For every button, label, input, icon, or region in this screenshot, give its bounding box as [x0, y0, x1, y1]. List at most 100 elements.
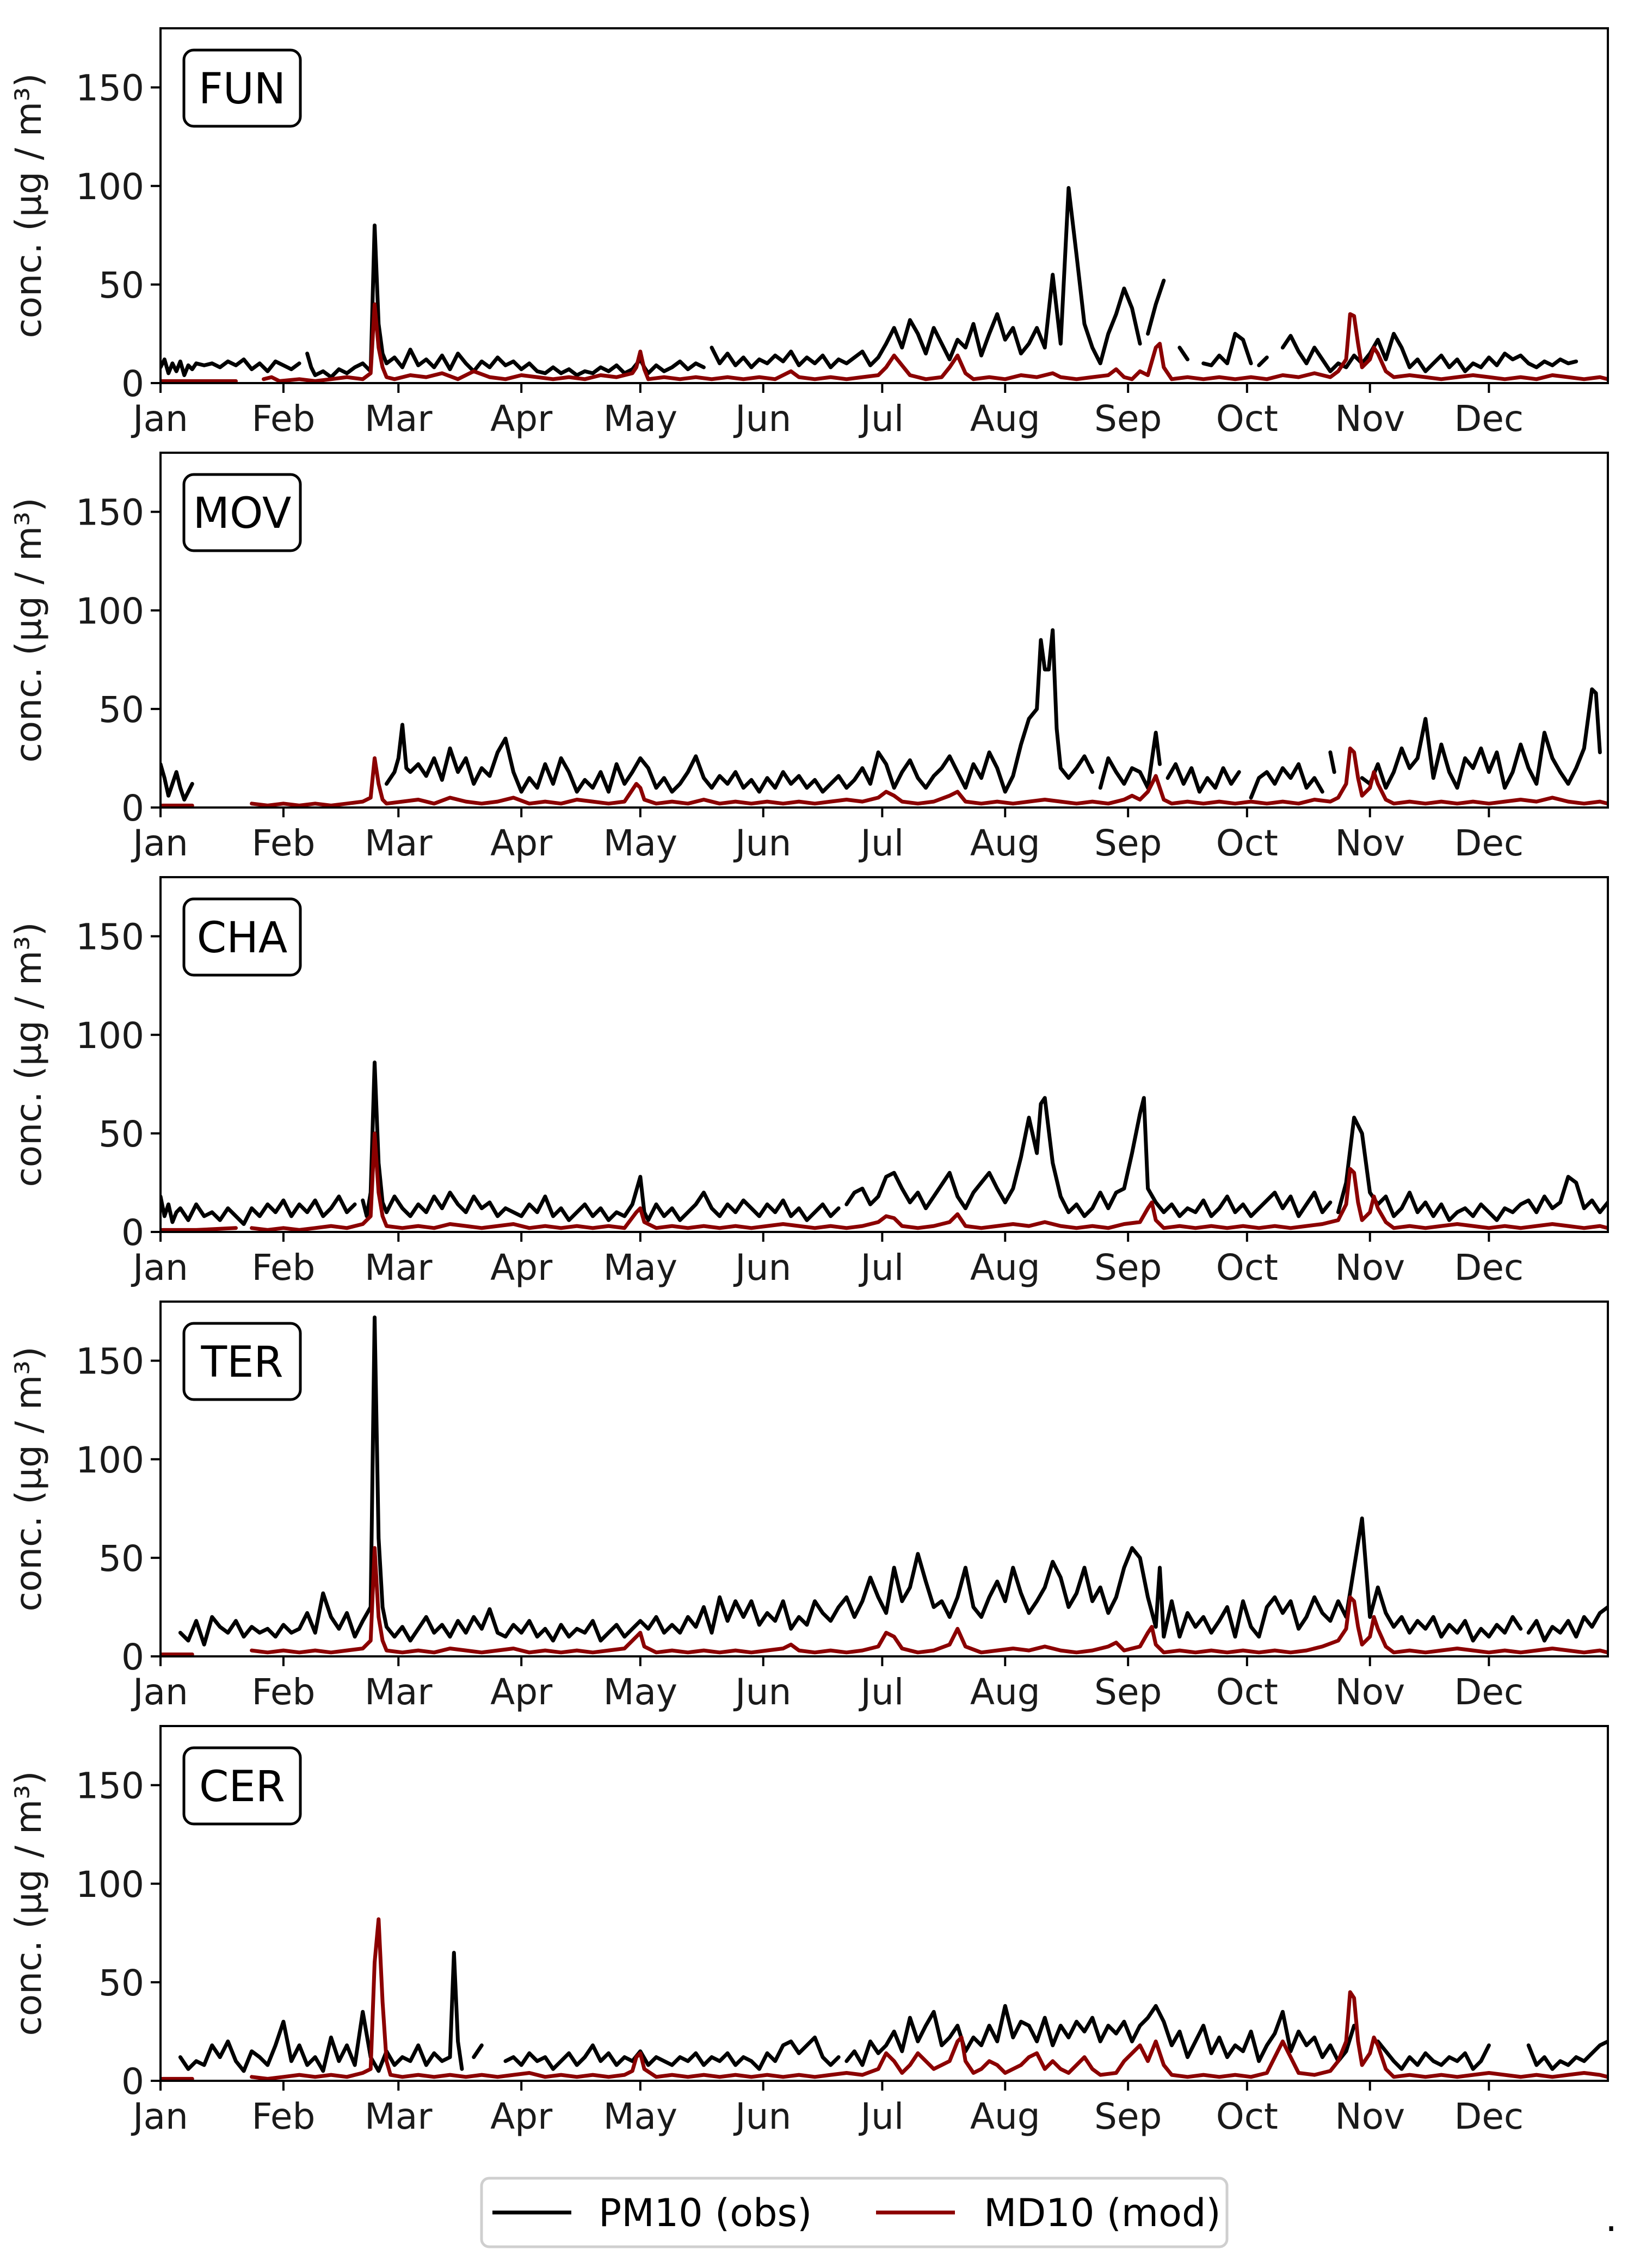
- x-tick-label: Nov: [1335, 1247, 1405, 1289]
- panel-cha: 0 50 100 150 conc. (µg / m³) Jan Feb Mar Apr May J…: [8, 876, 1609, 1289]
- footer-mark: .: [1605, 2196, 1617, 2240]
- y-tick-label: 150: [76, 67, 144, 109]
- x-tick-label: Jun: [733, 1247, 791, 1289]
- x-tick-label: Jan: [131, 1247, 188, 1289]
- series-line-mod: [161, 302, 1608, 383]
- x-tick-label: Jun: [733, 1671, 791, 1713]
- x-tick-label: Mar: [365, 1247, 433, 1289]
- x-tick-label: Apr: [490, 2096, 553, 2137]
- site-label: CER: [199, 1762, 285, 1811]
- legend-frame: [480, 2177, 1229, 2248]
- series-group: [161, 1917, 1608, 2081]
- y-tick-label: 0: [121, 787, 144, 829]
- x-tick-label: Feb: [251, 1247, 315, 1289]
- x-tick-label: Oct: [1216, 398, 1278, 440]
- y-tick-label: 0: [121, 1212, 144, 1254]
- plot-frame: [159, 1725, 1609, 2082]
- series-line-mod: [161, 1917, 1608, 2081]
- plot-frame: [159, 876, 1609, 1233]
- x-tick-label: May: [603, 398, 677, 440]
- y-axis-label: conc. (µg / m³): [8, 1771, 50, 2036]
- y-tick-label: 100: [76, 1439, 144, 1481]
- x-tick-label: Aug: [970, 2096, 1040, 2137]
- x-tick-label: Oct: [1216, 2096, 1278, 2137]
- x-tick-label: Nov: [1335, 398, 1405, 440]
- plot-frame: [159, 452, 1609, 809]
- x-tick-label: Mar: [365, 822, 433, 864]
- panel-cer: 0 50 100 150 conc. (µg / m³) Jan Feb Mar Apr May J…: [8, 1725, 1609, 2137]
- series-line-mod: [161, 1546, 1608, 1656]
- series-line-obs: [161, 186, 1578, 379]
- site-label-box: [182, 473, 302, 552]
- y-tick-label: 50: [98, 264, 144, 306]
- y-tick-label: 50: [98, 689, 144, 731]
- x-tick-label: Sep: [1094, 1247, 1162, 1289]
- x-tick-label: Apr: [490, 1671, 553, 1713]
- x-tick-label: Jan: [131, 398, 188, 440]
- x-tick-label: Feb: [251, 398, 315, 440]
- y-tick-label: 50: [98, 1962, 144, 2004]
- y-tick-label: 100: [76, 590, 144, 632]
- y-tick-label: 100: [76, 1864, 144, 1906]
- x-tick-label: Sep: [1094, 2096, 1162, 2137]
- y-tick-label: 100: [76, 1015, 144, 1057]
- x-tick-label: Sep: [1094, 398, 1162, 440]
- x-tick-label: Dec: [1454, 822, 1524, 864]
- site-label: FUN: [199, 65, 286, 114]
- x-tick-label: Nov: [1335, 1671, 1405, 1713]
- y-tick-label: 50: [98, 1113, 144, 1155]
- x-tick-label: Jun: [733, 822, 791, 864]
- x-tick-label: Nov: [1335, 822, 1405, 864]
- y-tick-label: 150: [76, 1765, 144, 1807]
- site-label: MOV: [193, 489, 292, 538]
- panels: 0 50 100 150 conc. (µg / m³) Jan Feb Mar Apr May J…: [8, 27, 1609, 2137]
- legend: PM10 (obs) MD10 (mod): [480, 2177, 1229, 2248]
- x-tick-label: Feb: [251, 822, 315, 864]
- x-tick-label: Dec: [1454, 1247, 1524, 1289]
- plot-frame: [159, 1301, 1609, 1657]
- series-line-mod: [161, 746, 1608, 808]
- y-axis-label: conc. (µg / m³): [8, 922, 50, 1187]
- x-tick-label: Aug: [970, 398, 1040, 440]
- x-tick-label: Aug: [970, 822, 1040, 864]
- x-tick-label: Apr: [490, 1247, 553, 1289]
- y-tick-label: 150: [76, 492, 144, 534]
- x-tick-label: Oct: [1216, 1247, 1278, 1289]
- y-tick-label: 150: [76, 916, 144, 958]
- y-axis-label: conc. (µg / m³): [8, 1346, 50, 1611]
- site-label: CHA: [197, 914, 287, 963]
- x-tick-label: Dec: [1454, 2096, 1524, 2137]
- site-label: TER: [200, 1338, 283, 1387]
- y-tick-label: 150: [76, 1341, 144, 1383]
- x-tick-label: Sep: [1094, 1671, 1162, 1713]
- y-tick-label: 100: [76, 166, 144, 208]
- x-tick-label: Feb: [251, 2096, 315, 2137]
- panel-ter: 0 50 100 150 conc. (µg / m³) Jan Feb Mar Apr May J…: [8, 1301, 1609, 1713]
- series-line-mod: [161, 1131, 1608, 1232]
- x-tick-label: Apr: [490, 398, 553, 440]
- x-tick-label: Aug: [970, 1247, 1040, 1289]
- x-tick-label: Jul: [859, 2096, 904, 2137]
- x-tick-label: Jul: [859, 398, 904, 440]
- x-tick-label: Mar: [365, 1671, 433, 1713]
- x-tick-label: Feb: [251, 1671, 315, 1713]
- x-tick-label: Jan: [131, 2096, 188, 2137]
- x-tick-label: Dec: [1454, 398, 1524, 440]
- x-tick-label: Oct: [1216, 822, 1278, 864]
- x-tick-label: Aug: [970, 1671, 1040, 1713]
- series-group: [161, 1315, 1608, 1656]
- x-tick-label: Mar: [365, 398, 433, 440]
- x-tick-label: Jul: [859, 1247, 904, 1289]
- x-tick-label: Mar: [365, 2096, 433, 2137]
- x-tick-label: May: [603, 822, 677, 864]
- legend-label-mod: MD10 (mod): [984, 2191, 1221, 2235]
- legend-label-obs: PM10 (obs): [599, 2191, 812, 2235]
- x-tick-label: Apr: [490, 822, 553, 864]
- x-tick-label: Jul: [859, 1671, 904, 1713]
- series-line-obs: [161, 628, 1602, 802]
- y-tick-label: 0: [121, 2061, 144, 2103]
- series-group: [161, 628, 1608, 808]
- x-tick-label: Jan: [131, 822, 188, 864]
- y-axis-label: conc. (µg / m³): [8, 73, 50, 338]
